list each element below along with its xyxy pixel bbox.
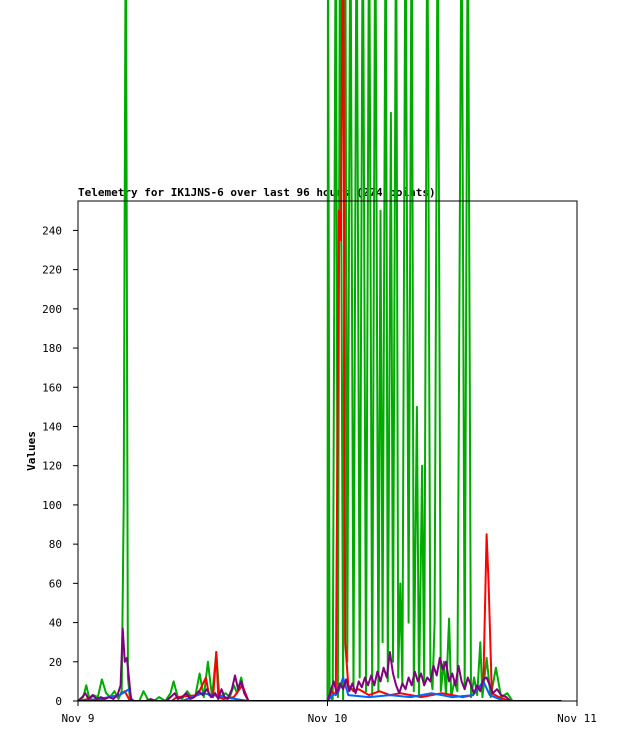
y-tick-label: 160 [42,381,62,394]
y-tick-label: 20 [49,656,62,669]
y-axis-label: Values [25,431,38,471]
y-tick-label: 140 [42,420,62,433]
chart-title: Telemetry for IK1JNS-6 over last 96 hour… [78,186,436,199]
y-tick-label: 220 [42,264,62,277]
y-tick-label: 120 [42,460,62,473]
y-tick-label: 240 [42,224,62,237]
y-axis: 0 20 40 60 80 100 120 140 160 180 200 220 240 [42,224,78,708]
x-tick-label: Nov 9 [61,712,94,725]
y-tick-label: 0 [55,695,62,708]
x-tick-label: Nov 10 [308,712,348,725]
y-tick-label: 100 [42,499,62,512]
series-layer [77,0,562,701]
y-tick-label: 200 [42,303,62,316]
y-tick-label: 80 [49,538,62,551]
x-axis: Nov 9 Nov 10 Nov 11 [61,701,597,725]
x-tick-label: Nov 11 [557,712,597,725]
y-tick-label: 60 [49,577,62,590]
y-tick-label: 180 [42,342,62,355]
series-line-4 [77,627,562,701]
series-line-2 [77,0,562,701]
y-tick-label: 40 [49,617,62,630]
